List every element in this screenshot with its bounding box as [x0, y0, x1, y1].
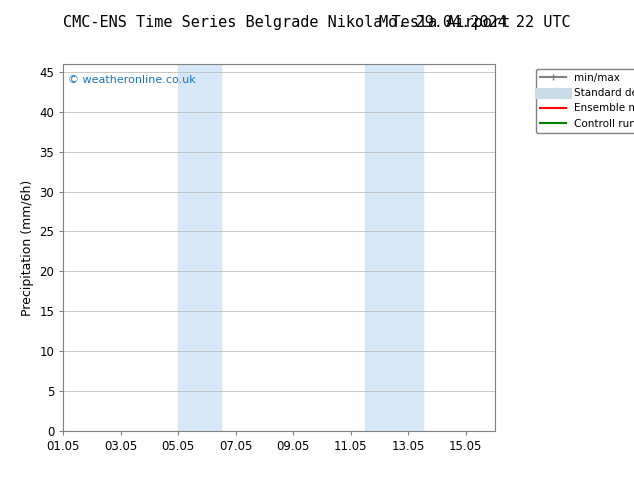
Bar	[178, 64, 221, 431]
Legend: min/max, Standard deviation, Ensemble mean run, Controll run: min/max, Standard deviation, Ensemble me…	[536, 69, 634, 133]
Text: Mo. 29.04.2024 22 UTC: Mo. 29.04.2024 22 UTC	[379, 15, 571, 30]
Y-axis label: Precipitation (mm/6h): Precipitation (mm/6h)	[21, 179, 34, 316]
Text: © weatheronline.co.uk: © weatheronline.co.uk	[68, 75, 195, 85]
Bar	[365, 64, 423, 431]
Text: CMC-ENS Time Series Belgrade Nikola Tesla Airport: CMC-ENS Time Series Belgrade Nikola Tesl…	[63, 15, 510, 30]
